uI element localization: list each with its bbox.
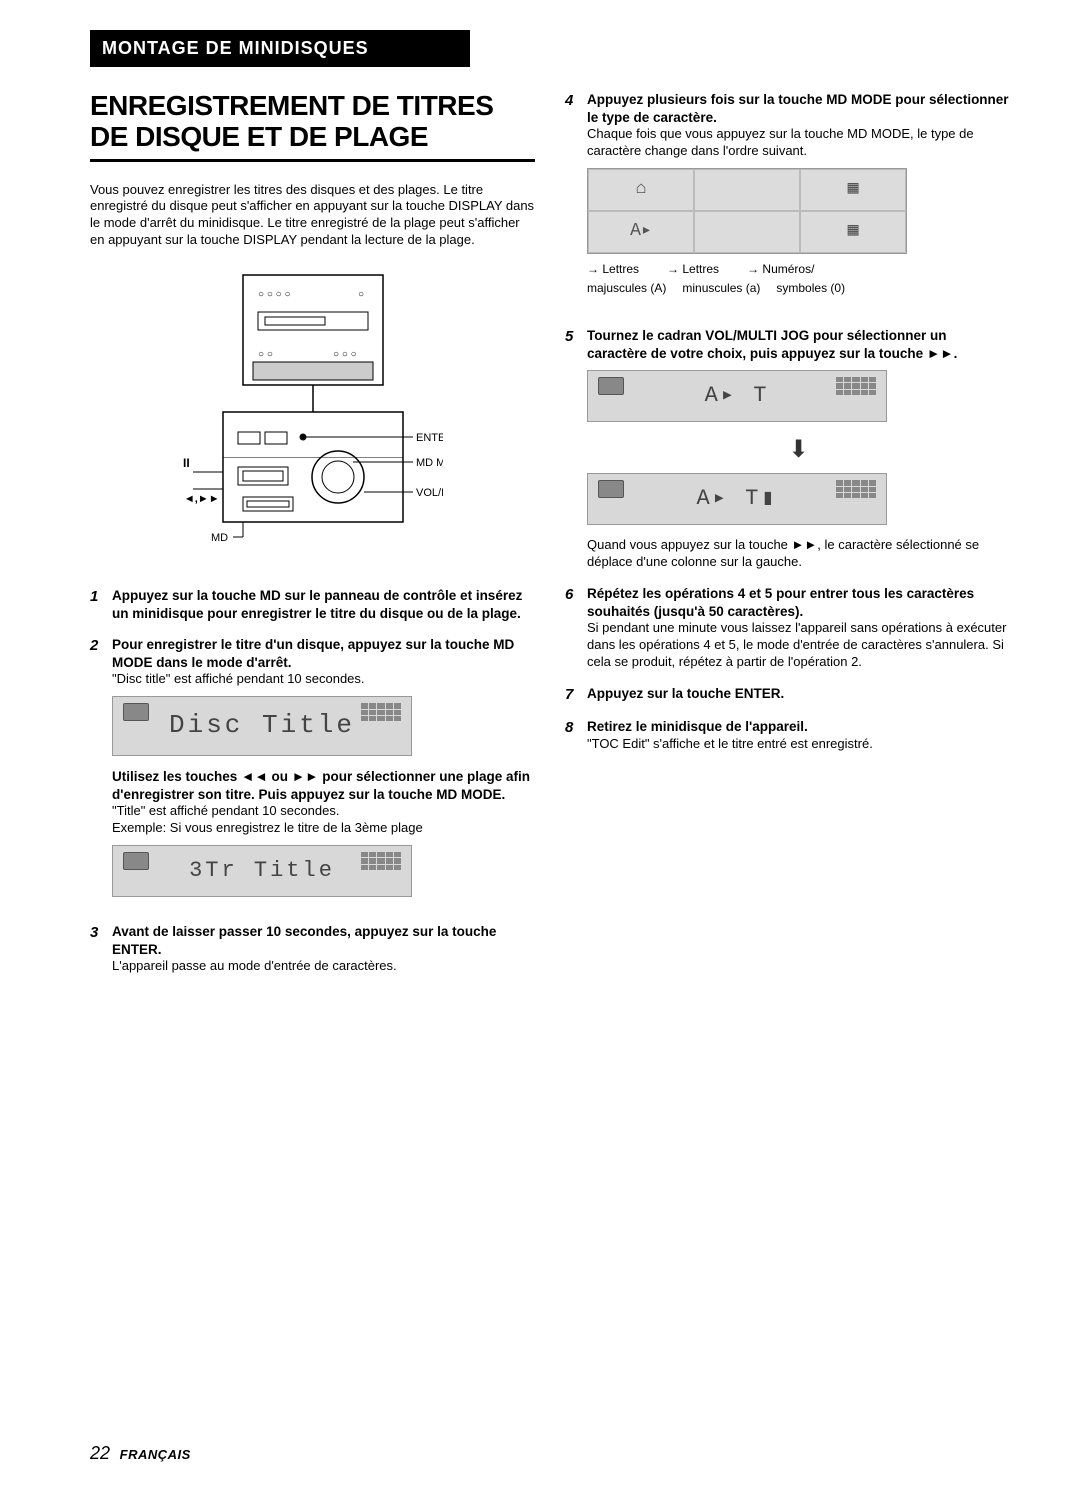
char-type-display: ⌂ ▦ A▸ ▦	[587, 168, 907, 254]
step-number: 7	[565, 685, 579, 705]
disc-icon	[123, 852, 149, 870]
step-note: "TOC Edit" s'affiche et le titre entré e…	[587, 736, 1010, 753]
step-2: 2 Pour enregistrer le titre d'un disque,…	[90, 636, 535, 909]
step-number: 1	[90, 587, 104, 622]
step-title: Appuyez sur la touche MD sur le panneau …	[112, 588, 522, 621]
arrow-labels: Lettres Lettres Numéros/	[587, 262, 1010, 278]
lcd-grid-icon	[836, 377, 876, 395]
step-number: 5	[565, 327, 579, 571]
lcd-grid-icon	[361, 703, 401, 721]
disc-icon	[598, 480, 624, 498]
lcd-text: A▸ T▮	[696, 485, 777, 514]
svg-text:ENTER: ENTER	[416, 432, 443, 444]
intro-text: Vous pouvez enregistrer les titres des d…	[90, 182, 535, 250]
lcd-char-bottom: A▸ T▮	[587, 473, 887, 525]
caption: symboles (0)	[776, 281, 845, 297]
svg-text:◄◄,►►: ◄◄,►►	[183, 493, 220, 505]
caption: majuscules (A)	[587, 281, 666, 297]
step-note: "Title" est affiché pendant 10 secondes.	[112, 803, 535, 820]
lcd-cell: ▦	[800, 169, 906, 211]
page-language: FRANÇAIS	[120, 1447, 191, 1462]
steps-right: 4 Appuyez plusieurs fois sur la touche M…	[565, 91, 1010, 753]
step-4: 4 Appuyez plusieurs fois sur la touche M…	[565, 91, 1010, 313]
step-5: 5 Tournez le cadran VOL/MULTI JOG pour s…	[565, 327, 1010, 571]
step-number: 6	[565, 585, 579, 671]
step-title: Appuyez plusieurs fois sur la touche MD …	[587, 91, 1010, 126]
step-1: 1 Appuyez sur la touche MD sur le pannea…	[90, 587, 535, 622]
main-title: ENREGISTREMENT DE TITRES DE DISQUE ET DE…	[90, 91, 535, 162]
step-title: Tournez le cadran VOL/MULTI JOG pour sél…	[587, 327, 1010, 362]
content-columns: ENREGISTREMENT DE TITRES DE DISQUE ET DE…	[90, 91, 1010, 989]
step-note: Exemple: Si vous enregistrez le titre de…	[112, 820, 535, 837]
arrow-label: Numéros/	[747, 262, 814, 278]
lcd-disc-title: Disc Title	[112, 696, 412, 756]
step-3: 3 Avant de laisser passer 10 secondes, a…	[90, 923, 535, 975]
step-title: Retirez le minidisque de l'appareil.	[587, 718, 1010, 736]
lcd-text: Disc Title	[169, 709, 355, 743]
step-title: Pour enregistrer le titre d'un disque, a…	[112, 636, 535, 671]
svg-text:○ ○: ○ ○	[258, 349, 273, 360]
disc-icon	[123, 703, 149, 721]
svg-text:○ ○ ○ ○: ○ ○ ○ ○	[258, 289, 291, 300]
steps-left: 1 Appuyez sur la touche MD sur le pannea…	[90, 587, 535, 975]
step-note: Quand vous appuyez sur la touche ►►, le …	[587, 537, 1010, 571]
right-column: 4 Appuyez plusieurs fois sur la touche M…	[565, 91, 1010, 989]
step-7: 7 Appuyez sur la touche ENTER.	[565, 685, 1010, 705]
svg-text:○ ○ ○: ○ ○ ○	[333, 349, 357, 360]
step-title: Répétez les opérations 4 et 5 pour entre…	[587, 585, 1010, 620]
down-arrow-icon: ⬇	[587, 434, 1010, 465]
step-title: Appuyez sur la touche ENTER.	[587, 685, 1010, 703]
lcd-char-top: A▸ T	[587, 370, 887, 422]
step-note: Chaque fois que vous appuyez sur la touc…	[587, 126, 1010, 160]
caption-row: majuscules (A) minuscules (a) symboles (…	[587, 281, 1010, 297]
page-number: 22	[90, 1443, 110, 1463]
lcd-cell	[694, 211, 800, 253]
lcd-cell	[694, 169, 800, 211]
left-column: ENREGISTREMENT DE TITRES DE DISQUE ET DE…	[90, 91, 535, 989]
lcd-grid-icon	[361, 852, 401, 870]
caption: minuscules (a)	[682, 281, 760, 297]
step-note: "Disc title" est affiché pendant 10 seco…	[112, 671, 535, 688]
device-diagram: ○ ○ ○ ○ ○ ○ ○ ○ ○ ○ ENTER MD M	[183, 267, 443, 567]
lcd-cell: ▦	[800, 211, 906, 253]
step-subtitle: Utilisez les touches ◄◄ ou ►► pour sélec…	[112, 768, 535, 803]
lcd-grid-icon	[836, 480, 876, 498]
svg-text:II: II	[183, 456, 190, 470]
step-number: 8	[565, 718, 579, 752]
lcd-text: 3Tr Title	[189, 857, 335, 886]
lcd-cell: A▸	[588, 211, 694, 253]
step-number: 3	[90, 923, 104, 975]
step-8: 8 Retirez le minidisque de l'appareil. "…	[565, 718, 1010, 752]
page-footer: 22 FRANÇAIS	[90, 1443, 191, 1464]
svg-text:MD: MD	[211, 532, 228, 544]
arrow-label: Lettres	[667, 262, 719, 278]
lcd-text: A▸ T	[705, 382, 770, 411]
step-number: 4	[565, 91, 579, 313]
step-note: L'appareil passe au mode d'entrée de car…	[112, 958, 535, 975]
step-6: 6 Répétez les opérations 4 et 5 pour ent…	[565, 585, 1010, 671]
svg-text:MD MODE: MD MODE	[416, 457, 443, 469]
svg-text:○: ○	[358, 289, 364, 300]
section-header: MONTAGE DE MINIDISQUES	[90, 30, 470, 67]
step-note: Si pendant une minute vous laissez l'app…	[587, 620, 1010, 671]
lcd-cell: ⌂	[588, 169, 694, 211]
svg-text:VOL/MULTI JOG: VOL/MULTI JOG	[416, 487, 443, 499]
step-title: Avant de laisser passer 10 secondes, app…	[112, 923, 535, 958]
disc-icon	[598, 377, 624, 395]
arrow-label: Lettres	[587, 262, 639, 278]
lcd-track-title: 3Tr Title	[112, 845, 412, 897]
step-number: 2	[90, 636, 104, 909]
